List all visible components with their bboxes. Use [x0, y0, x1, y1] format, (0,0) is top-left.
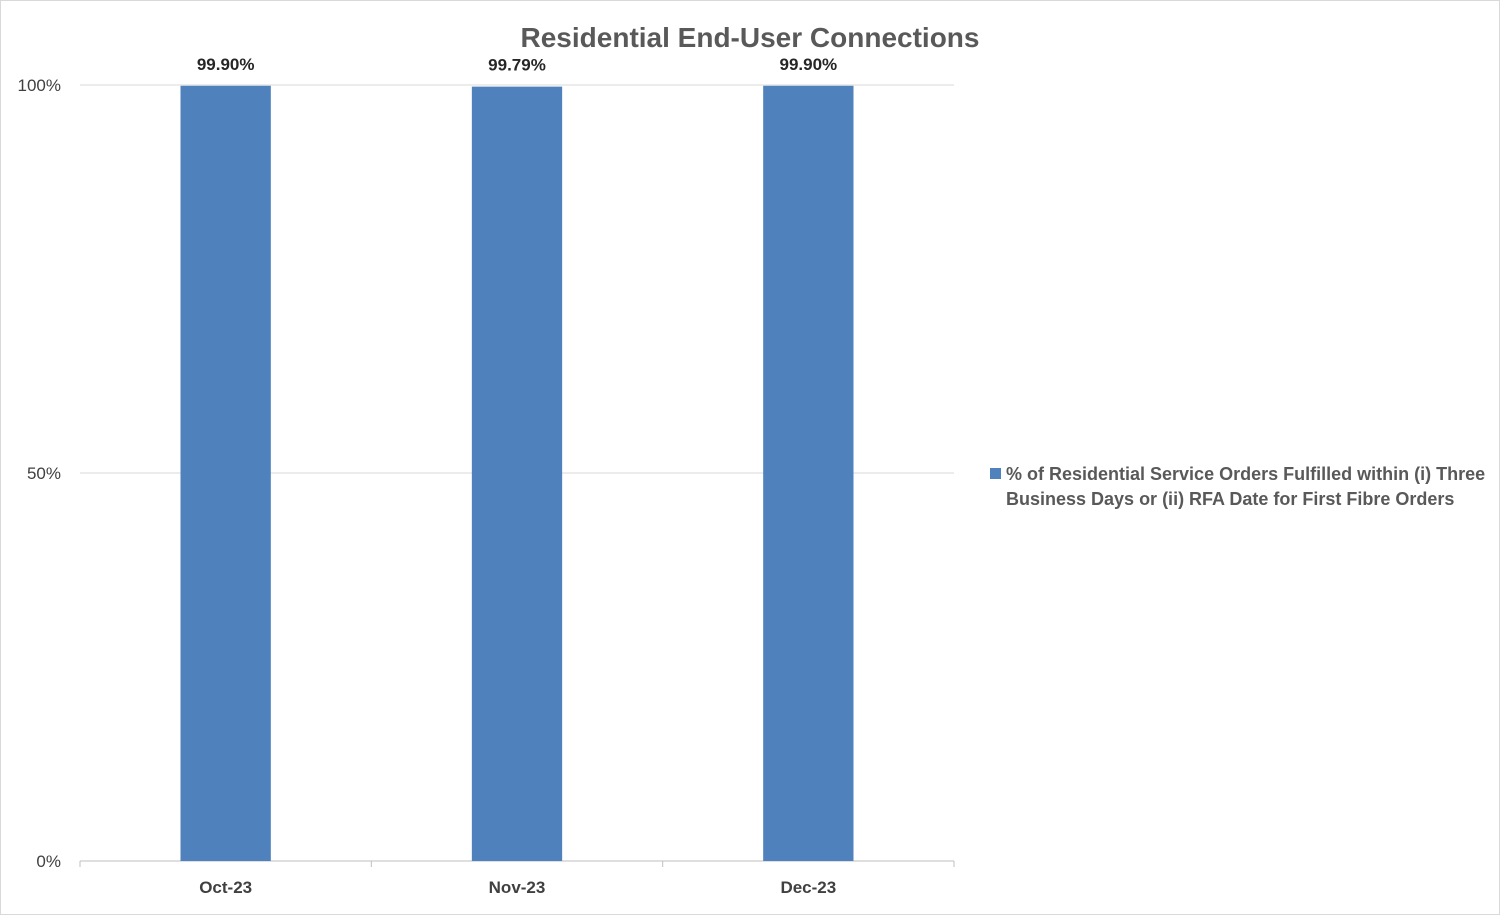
data-label: 99.90% — [779, 55, 837, 74]
y-tick-label: 100% — [18, 76, 61, 95]
legend: % of Residential Service Orders Fulfille… — [990, 462, 1490, 512]
data-label: 99.90% — [197, 55, 255, 74]
legend-item: % of Residential Service Orders Fulfille… — [990, 462, 1490, 512]
y-tick-label: 50% — [27, 464, 61, 483]
data-label: 99.79% — [488, 56, 546, 75]
bar — [180, 85, 271, 861]
x-tick-label: Oct-23 — [199, 878, 252, 897]
legend-label: % of Residential Service Orders Fulfille… — [1006, 464, 1486, 509]
bar — [471, 86, 563, 862]
bar — [763, 85, 854, 861]
x-tick-label: Nov-23 — [489, 878, 546, 897]
chart-title: Residential End-User Connections — [521, 22, 980, 53]
y-tick-label: 0% — [36, 852, 61, 871]
x-tick-label: Dec-23 — [780, 878, 836, 897]
legend-swatch — [990, 468, 1001, 479]
